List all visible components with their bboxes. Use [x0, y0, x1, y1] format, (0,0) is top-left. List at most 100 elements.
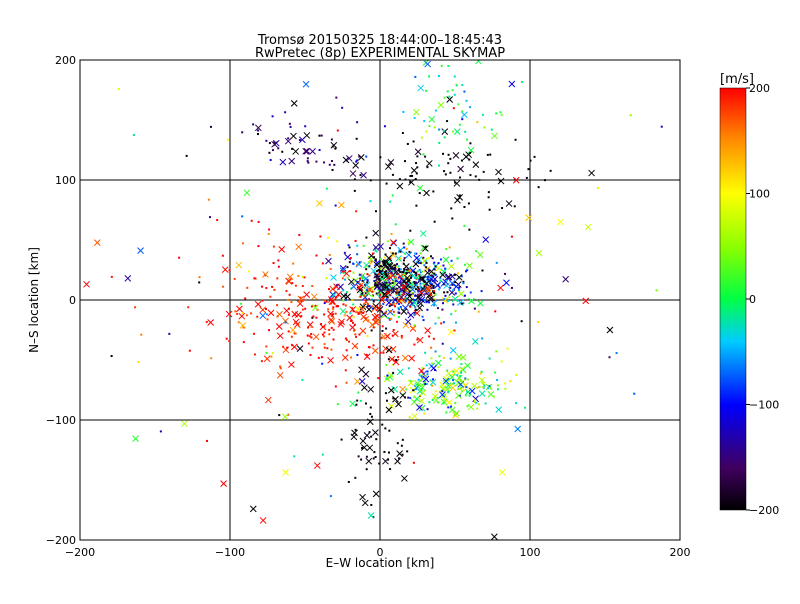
data-point — [514, 402, 517, 405]
data-point — [504, 272, 507, 275]
data-point-cross — [333, 283, 340, 291]
data-point-cross — [262, 271, 269, 278]
data-point — [370, 260, 373, 263]
data-point — [446, 90, 449, 93]
data-point — [397, 356, 400, 359]
data-point — [442, 356, 445, 359]
data-point — [434, 322, 437, 325]
data-point-cross — [407, 280, 415, 288]
data-point — [379, 271, 382, 274]
data-point — [424, 380, 427, 383]
data-point — [437, 75, 440, 78]
data-point-cross — [413, 254, 421, 262]
data-point — [425, 266, 428, 269]
data-point — [450, 313, 453, 316]
data-point — [380, 283, 383, 286]
data-point-cross — [236, 305, 243, 313]
data-point-cross — [352, 162, 360, 169]
data-point-cross — [335, 290, 342, 298]
data-point — [185, 154, 188, 157]
data-point-cross — [328, 317, 336, 325]
data-point — [250, 312, 253, 315]
data-point — [397, 306, 400, 309]
data-point-cross — [431, 393, 439, 400]
data-point-cross — [297, 295, 305, 303]
data-point — [261, 285, 264, 288]
data-point — [337, 305, 340, 308]
data-point — [417, 302, 420, 305]
data-point — [466, 269, 469, 272]
data-point — [360, 458, 363, 461]
data-point — [431, 283, 434, 286]
data-point — [451, 130, 454, 133]
data-point-cross — [265, 396, 272, 404]
data-point — [357, 312, 360, 315]
data-point — [443, 297, 446, 300]
data-point — [468, 151, 471, 154]
data-point — [398, 259, 401, 262]
data-point — [253, 277, 256, 280]
data-point — [438, 288, 441, 291]
data-point — [365, 353, 368, 356]
data-point — [412, 389, 415, 392]
data-point — [407, 396, 410, 399]
data-point — [422, 256, 425, 259]
data-point — [356, 399, 359, 402]
data-point-cross — [452, 411, 459, 419]
data-point — [330, 348, 333, 351]
data-point-cross — [503, 279, 510, 287]
data-point-cross — [372, 244, 380, 251]
data-point — [463, 205, 466, 208]
data-point — [355, 346, 358, 349]
data-point — [351, 321, 354, 324]
data-point — [228, 340, 231, 343]
data-point — [417, 261, 420, 264]
data-point — [426, 276, 429, 279]
data-point-cross — [338, 201, 345, 209]
data-point — [510, 235, 513, 238]
data-point — [378, 462, 381, 465]
data-point — [409, 175, 412, 178]
data-point — [392, 269, 395, 272]
data-point — [242, 312, 245, 315]
data-point-cross — [448, 279, 456, 287]
data-point-cross — [329, 285, 337, 293]
data-point — [318, 134, 321, 137]
data-point-cross — [292, 148, 300, 155]
data-point — [402, 242, 405, 245]
data-point — [304, 307, 307, 310]
data-point — [476, 386, 479, 389]
data-point-cross — [363, 281, 371, 289]
data-point-cross — [366, 286, 373, 294]
data-point — [458, 194, 461, 197]
data-point — [478, 178, 481, 181]
data-point — [437, 262, 440, 265]
data-point — [332, 338, 335, 341]
data-point — [413, 311, 416, 314]
data-point — [335, 305, 338, 308]
data-point-cross — [342, 156, 350, 164]
data-point — [326, 347, 329, 350]
data-point — [134, 306, 137, 309]
data-point — [500, 360, 503, 363]
data-point — [399, 300, 402, 303]
data-point — [359, 399, 362, 402]
data-point-cross — [498, 468, 506, 476]
data-point — [306, 160, 309, 163]
data-point — [380, 336, 383, 339]
data-point — [325, 300, 328, 303]
data-point — [442, 129, 445, 132]
data-point-cross — [422, 245, 429, 252]
data-point — [633, 392, 636, 395]
data-point — [405, 297, 408, 300]
data-point-cross — [319, 323, 327, 331]
data-point-cross — [508, 80, 516, 88]
data-point — [256, 133, 259, 136]
data-point-cross — [388, 355, 396, 363]
data-point — [372, 344, 375, 347]
data-point — [347, 480, 350, 483]
data-point — [376, 282, 379, 285]
data-point-cross — [360, 313, 368, 321]
data-point — [375, 275, 378, 278]
data-point-cross — [423, 189, 430, 197]
